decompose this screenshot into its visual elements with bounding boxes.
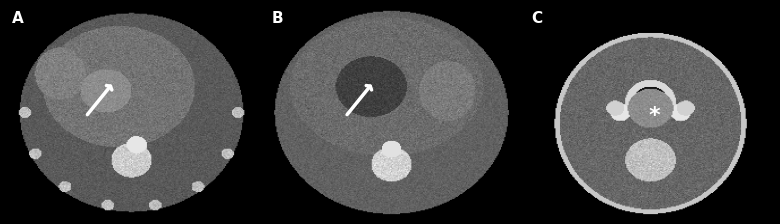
Text: A: A bbox=[12, 11, 23, 26]
Text: C: C bbox=[532, 11, 543, 26]
Text: B: B bbox=[271, 11, 283, 26]
Text: *: * bbox=[649, 106, 661, 126]
